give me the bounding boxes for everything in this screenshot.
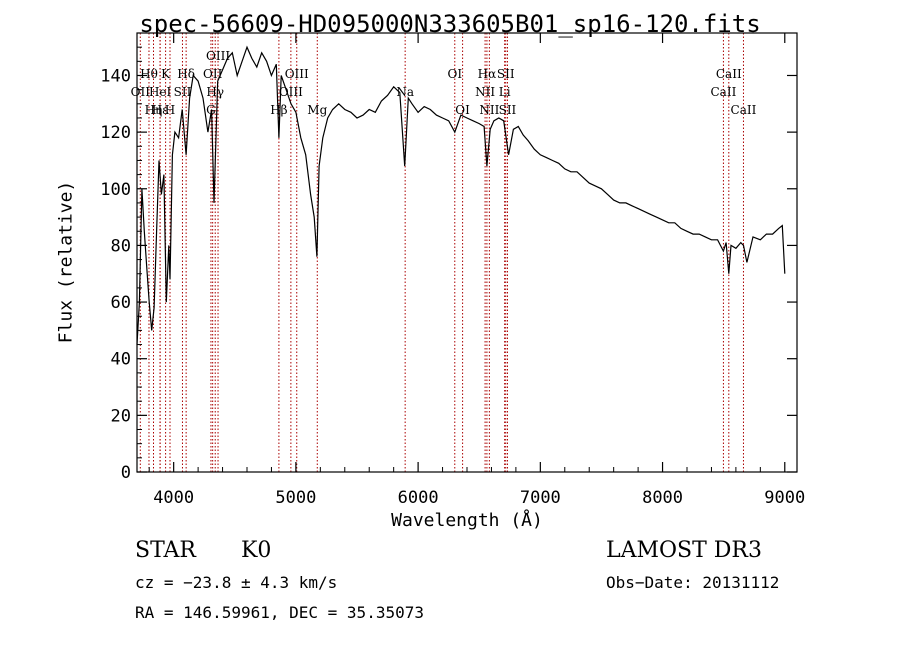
line-marker-label-18: OI — [447, 67, 462, 81]
y-tick-label-0: 0 — [121, 463, 131, 483]
chart-title: spec-56609-HD095000N333605B01_sp16-120.f… — [139, 10, 761, 38]
line-marker-label-14: OIII — [279, 85, 303, 99]
x-tick-label-2: 6000 — [398, 488, 439, 508]
y-tick-label-4: 80 — [111, 236, 131, 256]
line-marker-label-4: HeI — [149, 85, 172, 99]
flux-series-line — [136, 45, 786, 345]
object-class: STAR — [135, 538, 196, 563]
line-marker-label-22: NII — [479, 103, 499, 117]
x-axis-label: Wavelength (Å) — [391, 510, 543, 531]
line-markers — [139, 33, 744, 472]
x-tick-label-1: 5000 — [275, 488, 316, 508]
plot-frame — [136, 32, 798, 473]
y-tick-label-3: 60 — [111, 293, 131, 313]
line-marker-label-26: CaII — [711, 85, 737, 99]
x-tick-label-0: 4000 — [153, 488, 194, 508]
line-marker-label-16: Mg — [307, 103, 327, 117]
line-marker-label-27: CaII — [716, 67, 742, 81]
line-marker-label-7: SII — [174, 85, 192, 99]
line-marker-label-17: Na — [396, 85, 414, 99]
x-tick-label-5: 9000 — [764, 488, 805, 508]
line-marker-label-24: SII — [497, 67, 515, 81]
x-tick-label-4: 8000 — [642, 488, 683, 508]
line-marker-label-21: Hα — [478, 67, 497, 81]
object-subclass: K0 — [241, 538, 272, 563]
y-axis-label: Flux (relative) — [55, 180, 77, 344]
y-tick-label-5: 100 — [100, 180, 131, 200]
y-axis-ticks: 0 20 40 60 80 100 120 140 — [100, 46, 797, 483]
line-marker-label-13: Hβ — [270, 103, 287, 117]
line-marker-label-2: Hη — [145, 103, 163, 117]
line-marker-label-1: OII — [131, 85, 151, 99]
y-tick-label-2: 40 — [111, 350, 131, 370]
survey-name: LAMOST DR3 — [606, 538, 762, 563]
y-tick-label-1: 20 — [111, 406, 131, 426]
line-marker-label-10: Hγ — [206, 85, 224, 99]
line-marker-label-8: Hδ — [177, 67, 195, 81]
line-marker-label-9: OII — [203, 67, 223, 81]
line-marker-label-23: Li — [499, 85, 511, 99]
line-marker-label-12: OIII — [206, 49, 230, 63]
line-marker-label-19: OI — [455, 103, 470, 117]
y-tick-label-6: 120 — [100, 123, 131, 143]
line-marker-label-5: K — [161, 67, 171, 81]
line-marker-label-20: NII — [475, 85, 495, 99]
observation-date: Obs−Date: 20131112 — [606, 573, 780, 592]
line-marker-label-28: CaII — [731, 103, 757, 117]
line-marker-label-0: Hθ — [140, 67, 158, 81]
y-tick-label-7: 140 — [100, 66, 131, 86]
line-marker-label-3: Hε — [152, 103, 169, 117]
x-axis-ticks: 4000 5000 6000 7000 8000 9000 — [148, 33, 805, 508]
line-marker-label-25: SII — [499, 103, 517, 117]
line-marker-label-6: H — [165, 103, 175, 117]
x-tick-label-3: 7000 — [520, 488, 561, 508]
ra-dec-coordinates: RA = 146.59961, DEC = 35.35073 — [135, 603, 424, 622]
redshift-cz: cz = −23.8 ± 4.3 km/s — [135, 573, 338, 592]
line-marker-label-15: OIII — [285, 67, 309, 81]
